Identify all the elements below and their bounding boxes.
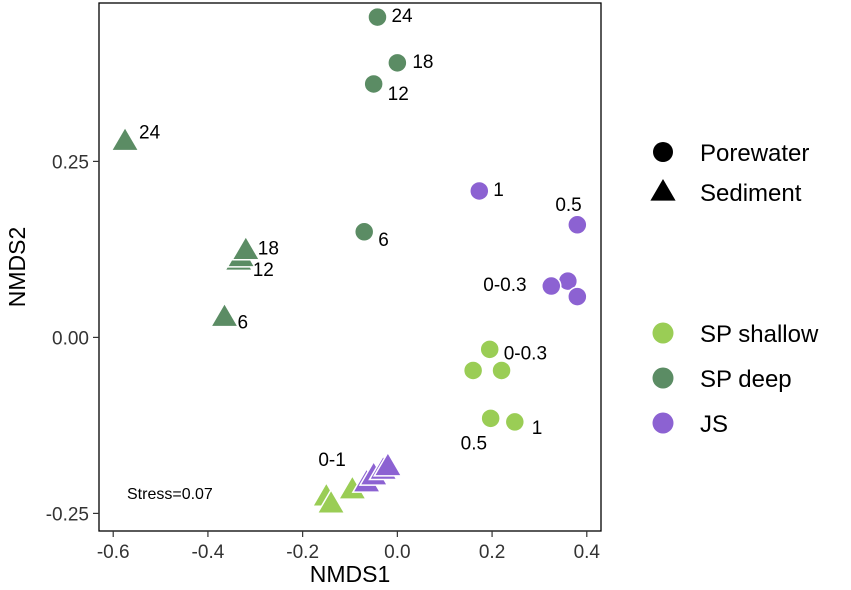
point-label: 18: [412, 52, 433, 73]
legend-triangle-symbol: [650, 179, 676, 201]
data-point: [480, 408, 501, 429]
x-tick-label: 0.2: [479, 542, 505, 563]
x-tick-label: -0.4: [192, 542, 225, 563]
data-point: [363, 73, 384, 95]
point-label: 24: [391, 6, 413, 27]
point-label: 1: [493, 180, 504, 201]
legend: Porewater Sediment SP shallow SP deep JS: [650, 140, 819, 438]
point-label: 18: [258, 238, 279, 259]
legend-label: JS: [700, 411, 728, 438]
x-tick-label: -0.6: [97, 542, 130, 563]
point-label: 0-1: [318, 450, 345, 471]
legend-color-symbol: [652, 322, 674, 344]
x-axis-title: NMDS1: [310, 561, 391, 587]
y-tick-label: 0.00: [52, 328, 89, 349]
axes: -0.6 -0.4 -0.2 0.0 0.2 0.4 -0.25 0.00 0.25: [46, 152, 601, 563]
point-label: 1: [532, 418, 543, 439]
x-tick-label: 0.0: [384, 542, 410, 563]
y-axis-title: NMDS2: [4, 227, 30, 308]
y-tick-label: -0.25: [46, 504, 89, 525]
point-label: 0.5: [555, 195, 581, 216]
legend-color-symbol: [652, 367, 674, 389]
data-point: [387, 52, 408, 74]
data-point: [367, 6, 388, 28]
data-point: [541, 275, 562, 297]
data-point: [504, 411, 526, 433]
stress-annotation: Stress=0.07: [127, 486, 213, 503]
legend-label: Porewater: [700, 140, 809, 167]
data-point: [110, 125, 141, 152]
legend-label: SP shallow: [700, 321, 819, 348]
data-point: [230, 234, 261, 261]
x-tick-label: 0.4: [574, 542, 601, 563]
data-point: [469, 180, 490, 202]
data-point: [479, 339, 500, 360]
point-label: 24: [139, 122, 161, 143]
point-label: 12: [388, 84, 409, 105]
point-label: 12: [253, 260, 274, 281]
data-point: [567, 214, 588, 236]
point-label: 0.5: [461, 433, 487, 454]
y-tick-label: 0.25: [52, 152, 89, 173]
point-label: 6: [378, 230, 389, 251]
legend-circle-symbol: [653, 142, 673, 162]
x-tick-label: -0.2: [286, 542, 319, 563]
legend-color-symbol: [652, 412, 674, 434]
data-point: [567, 286, 588, 307]
data-point: [462, 360, 484, 381]
data-point: [209, 301, 240, 328]
point-label: 6: [238, 312, 249, 333]
data-point: [491, 360, 512, 381]
data-point: [353, 221, 375, 243]
point-label: 0-0.3: [483, 275, 526, 296]
data-point: [372, 451, 403, 477]
legend-label: Sediment: [700, 180, 802, 207]
point-label: 0-0.3: [504, 343, 547, 364]
data-point: [316, 488, 347, 514]
plot-border: [98, 2, 602, 532]
legend-label: SP deep: [700, 366, 792, 393]
